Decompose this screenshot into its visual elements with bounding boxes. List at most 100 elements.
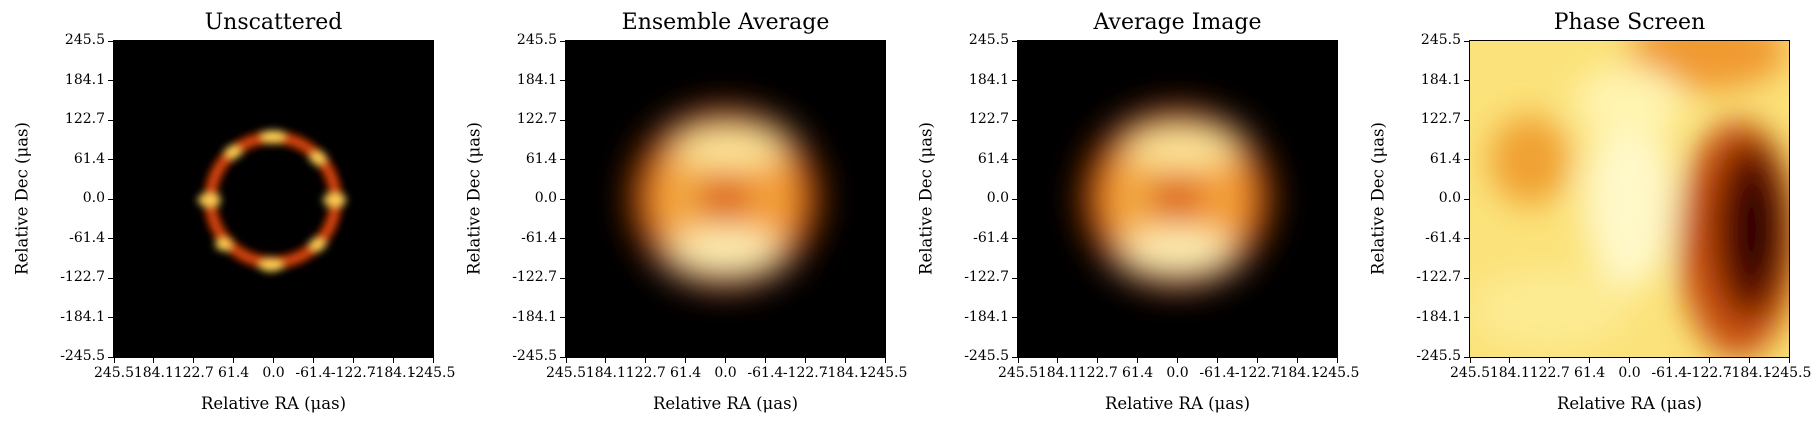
x-tick-label: 0.0 (1166, 365, 1189, 381)
chart-title: Unscattered (204, 10, 343, 35)
panel-unscattered: Unscattered 245.5 245.5 184.1 184.1 122.7 122.… (0, 0, 456, 435)
y-tick-label: -122.7 (964, 269, 1009, 285)
y-tick-mark (1012, 238, 1017, 239)
x-tick-label: -184.1 (1274, 365, 1320, 381)
y-tick-mark (560, 317, 565, 318)
heatmap-image (565, 40, 886, 358)
x-tick-mark (193, 358, 195, 363)
x-tick-label: -61.4 (1199, 365, 1236, 381)
ring-center (1145, 182, 1205, 214)
x-tick-label: -184.1 (1726, 365, 1772, 381)
y-tick-mark (1464, 277, 1469, 279)
y-tick-label: 122.7 (516, 111, 557, 127)
x-tick-mark (1097, 358, 1099, 363)
y-tick-label: -184.1 (1416, 308, 1461, 325)
x-tick-label: 61.4 (670, 365, 702, 381)
y-tick-label: -245.5 (512, 348, 557, 364)
x-tick-mark (1748, 358, 1750, 363)
x-tick-mark (764, 358, 766, 363)
y-tick-mark (108, 356, 113, 358)
x-tick-label: -61.4 (1651, 365, 1688, 381)
y-axis-label: Relative Dec (μas) (916, 122, 936, 275)
y-tick-label: 0.0 (82, 190, 105, 206)
ring-center (693, 182, 753, 214)
y-tick-label: 245.5 (64, 32, 105, 48)
x-tick-label: -245.5 (1314, 365, 1360, 381)
y-tick-mark (1464, 40, 1469, 42)
y-tick-mark (560, 80, 565, 81)
y-tick-label: 122.7 (968, 111, 1009, 127)
x-axis-label: Relative RA (μas) (652, 394, 799, 413)
y-tick-mark (560, 277, 565, 279)
y-tick-mark (1012, 40, 1017, 42)
x-tick-label: 122.7 (1529, 365, 1570, 381)
x-tick-label: 0.0 (714, 365, 737, 381)
x-tick-mark (1296, 358, 1298, 363)
x-tick-mark (605, 358, 607, 363)
ring-top-bright (1124, 128, 1240, 169)
ring-bottom-bright (667, 227, 783, 272)
x-tick-label: -61.4 (747, 365, 784, 381)
y-tick-label: -122.7 (512, 269, 557, 285)
x-tick-label: 61.4 (1574, 365, 1606, 381)
ring-left (665, 160, 702, 240)
x-tick-label: -122.7 (782, 365, 828, 381)
x-tick-label: -122.7 (330, 365, 376, 381)
y-tick-label: 184.1 (64, 71, 105, 88)
x-tick-label: -245.5 (410, 365, 456, 381)
ring-knot (322, 194, 347, 206)
x-tick-mark (352, 358, 354, 363)
x-tick-label: 122.7 (1077, 365, 1118, 381)
ring-top-bright (672, 128, 788, 169)
ring-right (753, 162, 786, 238)
y-tick-mark (560, 238, 565, 239)
phase-bottom-light (1470, 269, 1630, 350)
x-tick-mark (1177, 358, 1178, 363)
x-tick-mark (1057, 358, 1059, 363)
x-tick-label: 0.0 (262, 365, 285, 381)
chart-title: Ensemble Average (621, 10, 830, 35)
x-tick-label: 245.5 (545, 365, 587, 381)
y-tick-mark (1464, 80, 1469, 81)
y-tick-mark (1012, 198, 1017, 200)
y-tick-label: -184.1 (964, 308, 1009, 325)
y-tick-label: 61.4 (525, 150, 557, 167)
y-tick-mark (108, 40, 113, 42)
ring-knot (225, 146, 242, 159)
y-tick-mark (108, 159, 113, 160)
y-tick-mark (1012, 317, 1017, 318)
y-tick-mark (560, 198, 565, 200)
y-tick-label: -245.5 (1416, 348, 1461, 364)
x-tick-label: -122.7 (1234, 365, 1280, 381)
x-tick-mark (1336, 358, 1338, 363)
x-axis-label: Relative RA (μas) (1104, 394, 1251, 413)
phase-left-patch (1489, 115, 1570, 205)
panel-ensemble-average: Ensemble Average 245.5 245.5 184.1 184.1 122.… (452, 0, 908, 435)
x-tick-mark (1137, 358, 1139, 363)
ring-right (1205, 162, 1238, 238)
y-tick-mark (108, 80, 113, 81)
y-axis-label: Relative Dec (μas) (1368, 122, 1388, 275)
ring-left (1117, 160, 1154, 240)
x-tick-mark (565, 358, 567, 363)
ring-knot (309, 152, 326, 165)
x-tick-mark (685, 358, 687, 363)
panel-phase-screen: Phase Screen 245.5 245.5 184.1 184.1 122.7 122… (1356, 0, 1812, 435)
x-tick-label: 245.5 (997, 365, 1039, 381)
heatmap-image (1469, 40, 1790, 358)
y-tick-mark (560, 159, 565, 160)
phase-upper-light (1574, 65, 1684, 136)
y-axis-label: Relative Dec (μas) (12, 122, 32, 275)
x-tick-label: 184.1 (1489, 365, 1530, 381)
x-tick-mark (1668, 358, 1670, 363)
x-tick-mark (432, 358, 434, 363)
y-tick-label: 0.0 (986, 190, 1009, 206)
x-tick-label: 184.1 (133, 365, 174, 381)
phase-crescent-core (1740, 175, 1777, 285)
x-tick-label: 122.7 (173, 365, 214, 381)
y-tick-mark (1012, 277, 1017, 279)
y-tick-label: -184.1 (60, 308, 105, 325)
y-tick-mark (1012, 159, 1017, 160)
x-tick-label: -184.1 (822, 365, 868, 381)
y-tick-label: 122.7 (1420, 111, 1461, 127)
